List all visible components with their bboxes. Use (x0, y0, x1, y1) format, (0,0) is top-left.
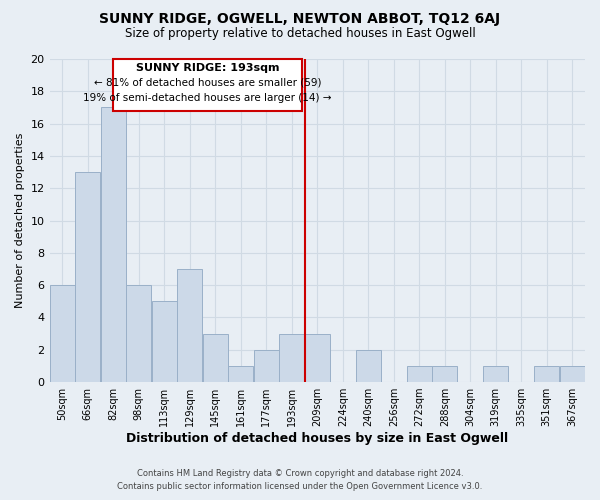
Bar (203, 334, 227, 382)
Bar (178, 269, 202, 382)
Text: Size of property relative to detached houses in East Ogwell: Size of property relative to detached ho… (125, 28, 475, 40)
Text: 19% of semi-detached houses are larger (14) →: 19% of semi-detached houses are larger (… (83, 92, 332, 102)
Text: SUNNY RIDGE: 193sqm: SUNNY RIDGE: 193sqm (136, 63, 280, 73)
Bar (280, 334, 304, 382)
Bar (101, 108, 125, 382)
Bar (560, 366, 584, 382)
Bar (127, 285, 151, 382)
Text: Contains HM Land Registry data © Crown copyright and database right 2024.
Contai: Contains HM Land Registry data © Crown c… (118, 470, 482, 491)
FancyBboxPatch shape (113, 59, 302, 110)
Bar (484, 366, 508, 382)
Bar (433, 366, 457, 382)
Bar (356, 350, 380, 382)
Bar (152, 302, 176, 382)
Bar (76, 172, 100, 382)
X-axis label: Distribution of detached houses by size in East Ogwell: Distribution of detached houses by size … (126, 432, 508, 445)
Text: SUNNY RIDGE, OGWELL, NEWTON ABBOT, TQ12 6AJ: SUNNY RIDGE, OGWELL, NEWTON ABBOT, TQ12 … (100, 12, 500, 26)
Bar (229, 366, 253, 382)
Bar (407, 366, 431, 382)
Y-axis label: Number of detached properties: Number of detached properties (15, 133, 25, 308)
Text: ← 81% of detached houses are smaller (59): ← 81% of detached houses are smaller (59… (94, 78, 322, 88)
Bar (254, 350, 278, 382)
Bar (305, 334, 329, 382)
Bar (50, 285, 74, 382)
Bar (535, 366, 559, 382)
